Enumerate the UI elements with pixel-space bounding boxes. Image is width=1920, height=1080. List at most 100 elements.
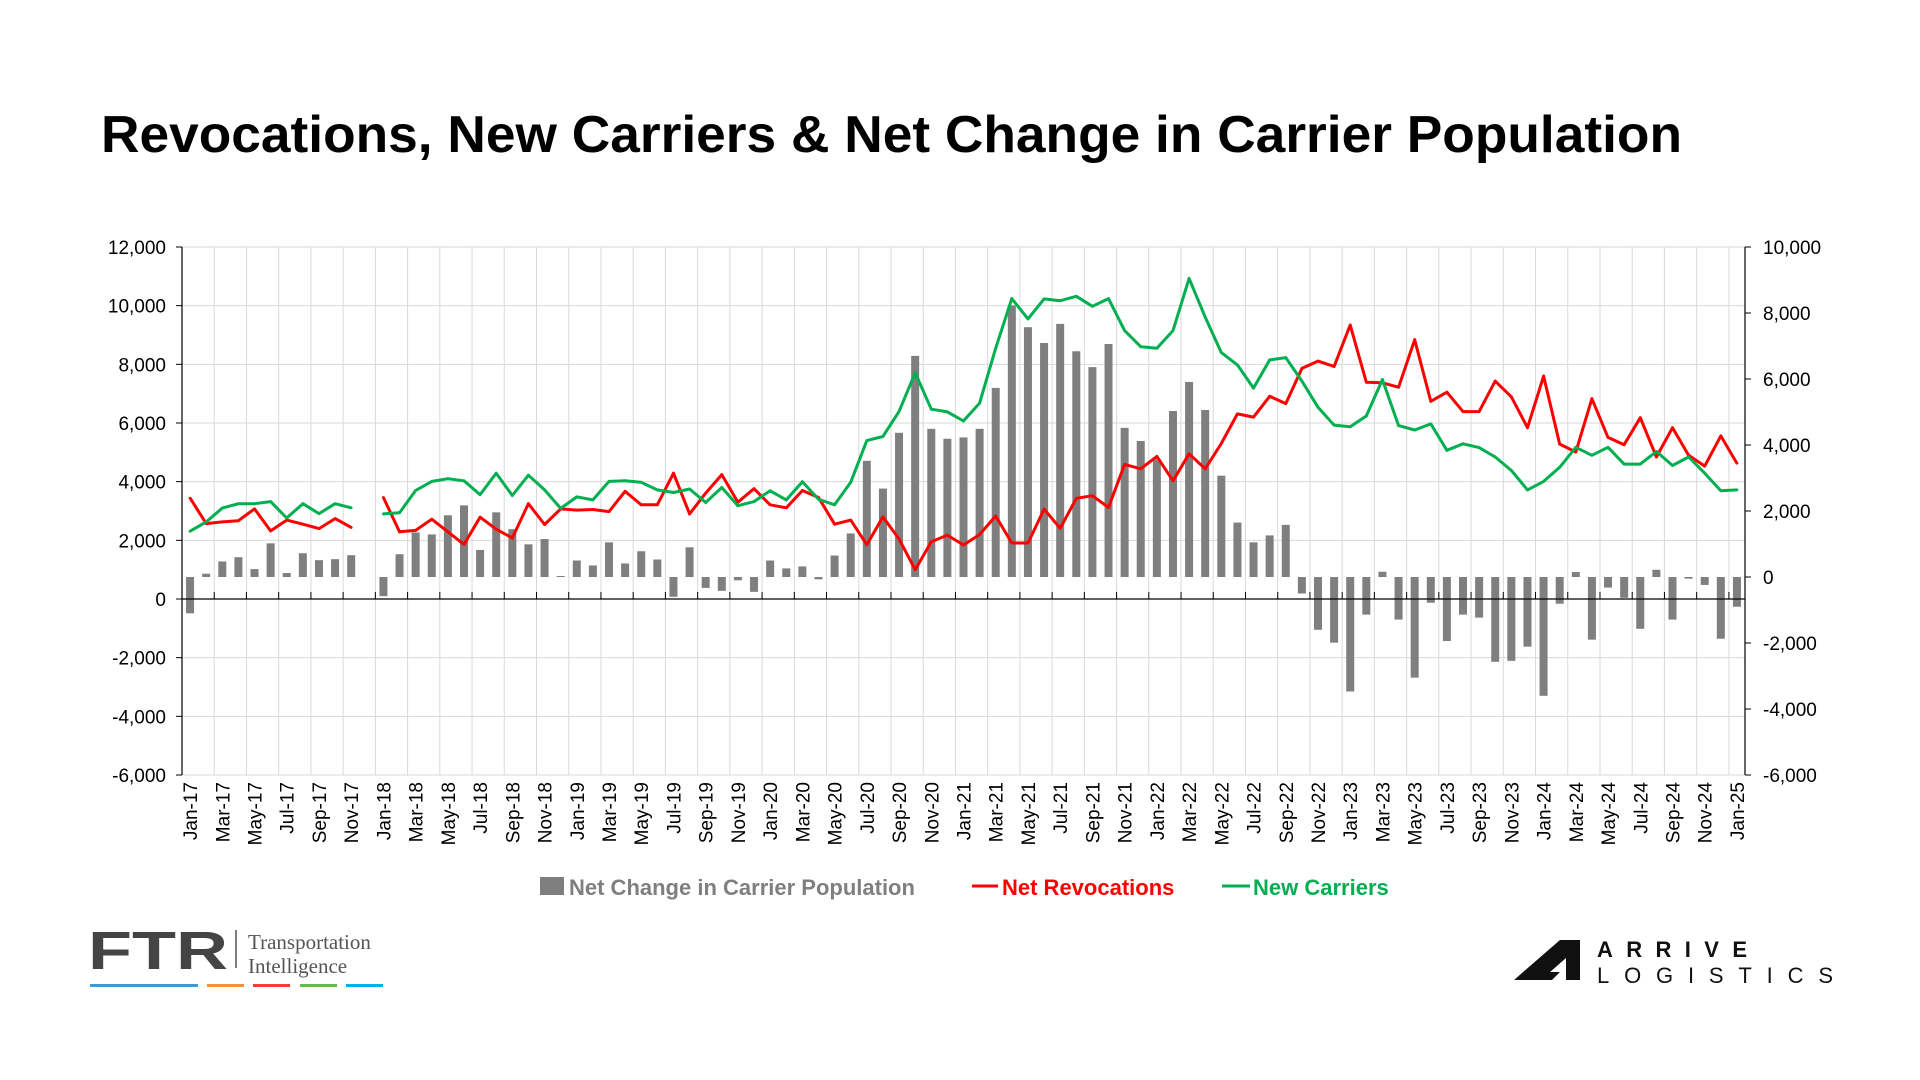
line-net-revocations-point (382, 496, 385, 499)
bar-net-change (1152, 459, 1161, 577)
bar-net-change (1330, 577, 1339, 643)
left-axis-label: -4,000 (112, 707, 166, 728)
line-new-carriers-point (833, 503, 836, 507)
bar-net-change (701, 577, 710, 588)
line-new-carriers-point (1381, 378, 1384, 381)
line-net-revocations-point (1719, 434, 1723, 438)
line-net-revocations-point (978, 533, 982, 536)
line-net-revocations-point (446, 530, 450, 534)
line-net-revocations-point (849, 518, 853, 522)
line-new-carriers-point (382, 512, 385, 516)
line-new-carriers-point (849, 480, 853, 484)
bar-net-change (186, 577, 195, 614)
line-new-carriers-point (1606, 445, 1610, 449)
axes: -6,000 -4,000 -2,000 0 2,000 4,000 6,000 8,000 1… (108, 238, 1821, 845)
x-axis-label: Mar-22 (1180, 782, 1201, 842)
x-axis-label: Jan-20 (761, 782, 782, 840)
bar-net-change (508, 529, 517, 577)
line-new-carriers-point (1139, 345, 1143, 349)
bar-net-change (395, 554, 404, 577)
line-new-carriers-point (1348, 425, 1352, 429)
line-net-revocations-point (478, 515, 482, 519)
line-new-carriers-point (333, 502, 337, 506)
x-axis-label: Sep-20 (890, 782, 911, 843)
x-axis-label: May-21 (1019, 782, 1040, 845)
x-axis-label: Mar-19 (600, 782, 621, 842)
line-net-revocations-point (1026, 541, 1030, 545)
bar-net-change (1249, 542, 1258, 577)
line-net-revocations-point (929, 540, 933, 544)
bar-net-change (943, 438, 952, 577)
bar-net-change (1684, 577, 1693, 579)
line-net-revocations-point (768, 503, 772, 507)
x-axis-label: Jan-24 (1535, 782, 1556, 841)
x-axis-label: Jul-24 (1631, 782, 1652, 834)
line-new-carriers-point (913, 371, 917, 375)
bar-net-change (846, 533, 855, 577)
bar-net-change (1362, 577, 1371, 615)
line-net-revocations-point (1461, 410, 1465, 413)
bar-net-change (927, 428, 936, 577)
bar-net-change (1587, 577, 1596, 640)
right-axis-label: 2,000 (1763, 502, 1811, 523)
line-new-carriers-point (1719, 489, 1723, 493)
bar-net-change (1185, 381, 1194, 577)
line-new-carriers-point (817, 497, 820, 501)
bar-net-change (1120, 427, 1129, 577)
line-net-revocations-point (704, 491, 708, 495)
line-new-carriers-point (1042, 297, 1046, 301)
right-axis-label: -2,000 (1763, 634, 1817, 655)
bar-net-change (911, 355, 920, 577)
line-new-carriers-point (1268, 358, 1272, 362)
legend: Net Change in Carrier Population Net Rev… (540, 875, 1389, 900)
x-axis-label: Nov-21 (1116, 782, 1137, 843)
line-net-revocations-point (188, 496, 192, 500)
bar-net-change (1088, 367, 1097, 577)
line-net-revocations-point (1477, 410, 1481, 413)
x-axis-label: May-22 (1212, 782, 1233, 845)
line-new-carriers-point (978, 401, 982, 405)
line-net-revocations-point (1638, 416, 1642, 420)
line-new-carriers-point (1493, 455, 1497, 459)
line-net-revocations-point (688, 512, 691, 516)
line-new-carriers-point (623, 479, 627, 483)
bar-net-change (1426, 577, 1435, 603)
x-axis-label: Sep-21 (1083, 782, 1104, 843)
bar-net-change (975, 428, 984, 577)
x-axis-label: Jul-21 (1051, 782, 1072, 834)
line-new-carriers-point (1445, 448, 1449, 452)
line-new-carriers-point (704, 501, 708, 504)
line-net-revocations-point (269, 529, 273, 533)
line-net-revocations-point (1316, 359, 1320, 363)
x-axis-label: Nov-24 (1696, 782, 1717, 844)
line-net-revocations-point (1268, 394, 1272, 398)
line-net-revocations-point (462, 543, 466, 546)
line-net-revocations-point (994, 514, 998, 518)
legend-label-red: Net Revocations (1002, 875, 1174, 900)
line-new-carriers-point (800, 480, 804, 484)
x-axis-label: Sep-18 (503, 782, 524, 843)
line-new-carriers-point (1219, 351, 1223, 354)
bar-net-change (1297, 577, 1306, 594)
legend-swatch-bars (540, 877, 564, 895)
line-net-revocations-point (913, 568, 917, 572)
line-new-carriers-point (414, 489, 418, 492)
ftr-logo-line2: Intelligence (248, 954, 347, 978)
line-new-carriers-point (559, 506, 563, 510)
bar-net-change (476, 549, 485, 577)
bar-net-change (637, 551, 646, 577)
line-new-carriers-point (1413, 428, 1417, 432)
line-new-carriers-point (1509, 469, 1513, 472)
line-new-carriers-point (1654, 450, 1658, 453)
line-net-revocations-point (1606, 435, 1610, 439)
line-new-carriers-point (430, 479, 434, 483)
x-axis-label: Jul-17 (278, 782, 299, 834)
bar-net-change (1168, 411, 1177, 577)
right-axis-label: 8,000 (1763, 304, 1811, 325)
x-axis-label: Mar-23 (1373, 782, 1394, 842)
left-axis-label: 0 (155, 590, 166, 611)
line-new-carriers-point (269, 500, 273, 504)
bar-net-change (202, 573, 211, 577)
x-axis-label: Jan-18 (374, 782, 395, 840)
